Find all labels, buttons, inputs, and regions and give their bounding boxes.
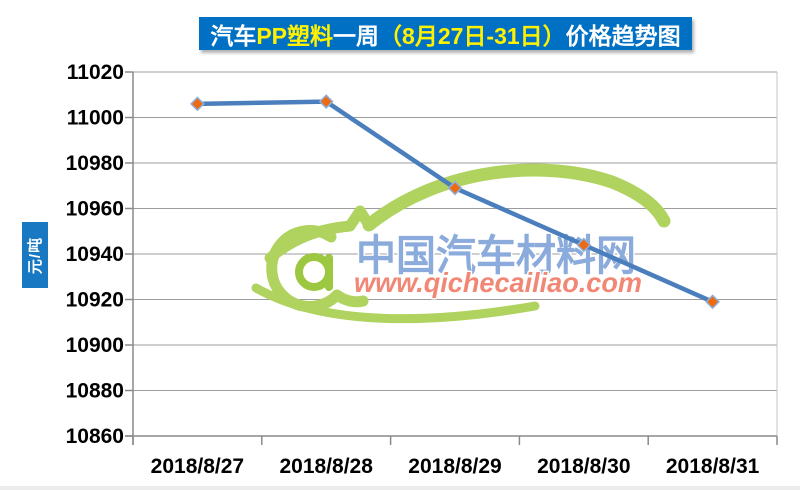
y-tick-label: 11000 xyxy=(67,107,124,130)
grid-and-axes xyxy=(125,71,778,445)
x-tick-label: 2018/8/30 xyxy=(537,455,630,478)
price-line-series xyxy=(189,94,721,310)
bottom-strip xyxy=(0,486,800,490)
y-tick-label: 11020 xyxy=(67,61,124,84)
watermark-logo-a-icon xyxy=(295,253,333,291)
y-tick-label: 10860 xyxy=(66,425,124,448)
watermark-logo-ring-icon xyxy=(266,225,369,312)
watermark: 中国汽车材料网 www.qichecailiao.com xyxy=(251,163,671,324)
y-tick-label: 10900 xyxy=(66,334,124,357)
watermark-car-roof-icon xyxy=(362,163,671,232)
watermark-site-url: www.qichecailiao.com xyxy=(354,267,642,298)
watermark-site-name: 中国汽车材料网 xyxy=(356,232,636,279)
data-point-marker xyxy=(705,294,721,310)
title-segment: 汽车 xyxy=(210,22,257,49)
x-tick-label: 2018/8/31 xyxy=(666,455,760,478)
data-point-marker xyxy=(576,237,592,253)
chart-title-bar: 汽车 PP塑料 一周 （8月27日-31日） 价格趋势图 xyxy=(199,17,692,50)
title-segment: （8月27日-31日） xyxy=(379,22,566,49)
y-axis-title-box: 元/吨 xyxy=(22,222,48,288)
x-tick-label: 2018/8/29 xyxy=(408,455,501,478)
title-segment: 一周 xyxy=(333,22,380,49)
x-tick-label: 2018/8/28 xyxy=(279,455,373,478)
data-point-marker xyxy=(189,96,205,112)
x-tick-label: 2018/8/27 xyxy=(151,455,244,478)
title-segment: PP塑料 xyxy=(256,22,334,49)
data-point-marker xyxy=(318,94,334,109)
y-tick-label: 10960 xyxy=(66,198,124,221)
y-tick-label: 10980 xyxy=(66,152,124,175)
y-tick-label: 10880 xyxy=(66,380,124,403)
data-point-marker xyxy=(447,180,463,196)
y-tick-label: 10940 xyxy=(66,243,124,266)
title-segment: 价格趋势图 xyxy=(565,22,681,49)
y-tick-label: 10920 xyxy=(66,289,124,312)
axis-tick-labels: 10860 10880 10900 10920 10940 10960 10980 11000… xyxy=(66,61,760,478)
